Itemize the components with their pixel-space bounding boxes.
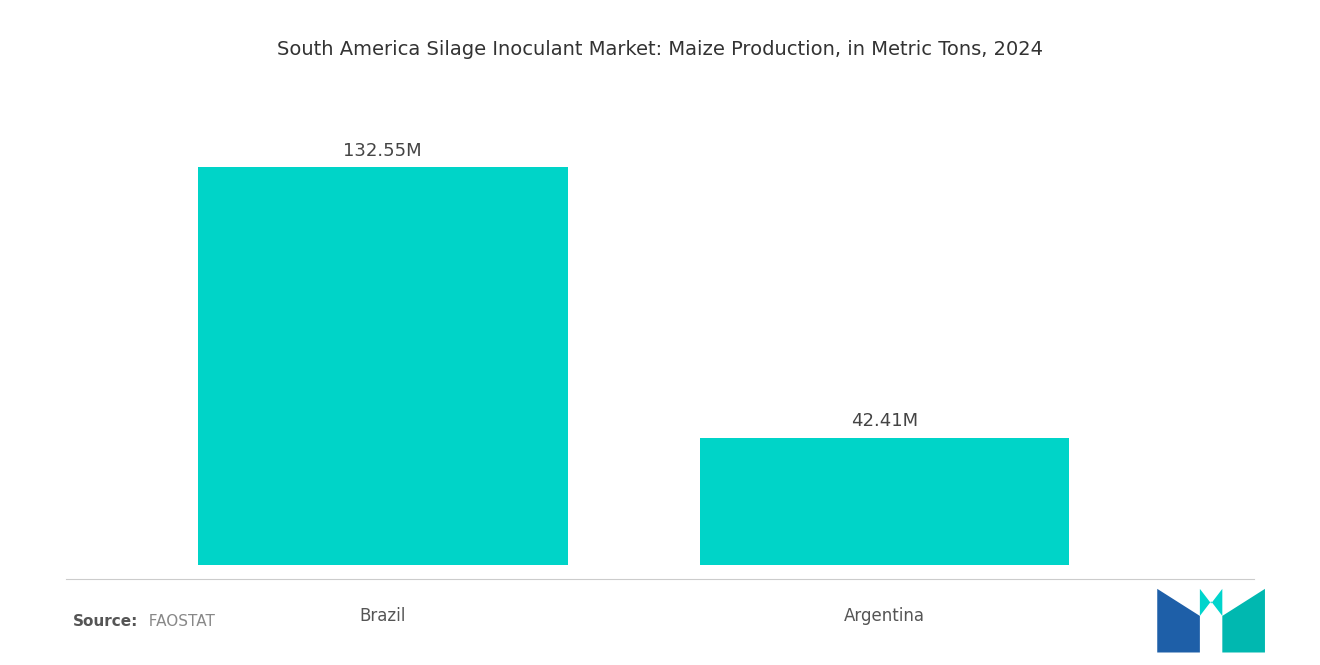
Polygon shape: [1222, 589, 1265, 652]
Text: South America Silage Inoculant Market: Maize Production, in Metric Tons, 2024: South America Silage Inoculant Market: M…: [277, 40, 1043, 59]
Text: Source:: Source:: [73, 614, 139, 629]
Polygon shape: [1200, 589, 1222, 616]
Text: FAOSTAT: FAOSTAT: [139, 614, 214, 629]
Text: Brazil: Brazil: [359, 607, 407, 625]
Bar: [198, 167, 568, 565]
Bar: [700, 438, 1069, 565]
Polygon shape: [1158, 589, 1200, 652]
Text: Argentina: Argentina: [843, 607, 925, 625]
Text: 42.41M: 42.41M: [851, 412, 917, 430]
Text: 132.55M: 132.55M: [343, 142, 422, 160]
